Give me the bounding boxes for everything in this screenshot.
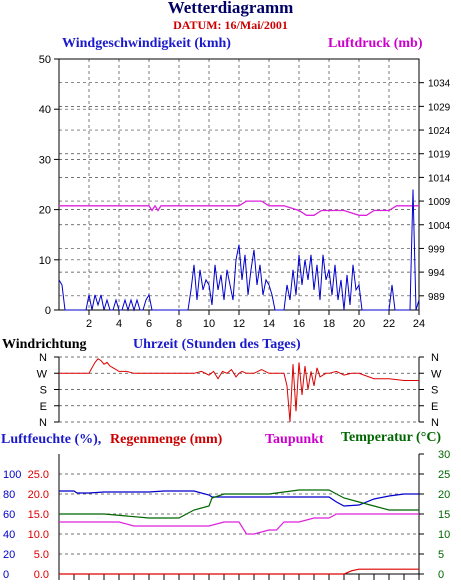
tick-label-direction: N: [431, 352, 439, 364]
dewpoint-line: [59, 513, 419, 535]
plot-frame-wind: [58, 58, 420, 311]
tick-label-temperature: 15: [438, 509, 450, 521]
tick-label-hour: 18: [323, 318, 335, 330]
tick-label-humidity: 100: [3, 469, 21, 481]
tick-label-direction: S: [431, 385, 438, 397]
tick-label-temperature: 30: [438, 449, 450, 461]
dewpoint-label: Taupunkt: [265, 432, 324, 447]
hours-axis-label: Uhrzeit (Stunden des Tages): [133, 337, 301, 352]
tick-label-hour: 12: [233, 318, 245, 330]
humidity-line: [59, 490, 419, 507]
tick-label-pressure: 1029: [428, 102, 451, 113]
tick-label-rain: 5.0: [34, 549, 49, 561]
tick-label-hour: 2: [86, 318, 92, 330]
tick-label-direction: W: [37, 368, 48, 380]
tick-label-wind: 40: [39, 104, 51, 116]
tick-label-rain: 15.0: [28, 509, 49, 521]
tick-label-pressure: 1004: [428, 221, 451, 232]
rain-label: Regenmenge (mm): [110, 432, 223, 447]
humidity-label: Luftfeuchte (%),: [1, 432, 102, 447]
tick-label-pressure: 999: [428, 244, 445, 255]
tick-label-wind: 50: [39, 54, 51, 66]
tick-label-hour: 16: [293, 318, 305, 330]
tick-label-rain: 25.0: [28, 469, 49, 481]
tick-label-humidity: 0: [3, 569, 9, 581]
tick-label-temperature: 0: [438, 569, 444, 581]
pressure-line: [59, 200, 419, 216]
tick-label-wind: 30: [39, 154, 51, 166]
tick-label-wind: 0: [45, 305, 51, 317]
tick-label-pressure: 1009: [428, 197, 451, 208]
tick-label-humidity: 20: [3, 549, 15, 561]
tick-label-hour: 24: [413, 318, 425, 330]
temperature-label: Temperatur (°C): [341, 430, 442, 445]
tick-label-humidity: 40: [3, 529, 15, 541]
tick-label-temperature: 10: [438, 529, 450, 541]
tick-label-pressure: 989: [428, 292, 445, 303]
tick-label-pressure: 994: [428, 268, 445, 279]
wind-speed-label: Windgeschwindigkeit (kmh): [62, 36, 231, 51]
tick-label-wind: 20: [39, 205, 51, 217]
rain-line: [59, 568, 419, 575]
chart-title: Wetterdiagramm: [167, 0, 294, 17]
tick-label-rain: 0.0: [34, 569, 49, 581]
tick-label-pressure: 1024: [428, 126, 451, 137]
wind-speed-line: [58, 189, 420, 312]
tick-label-temperature: 5: [438, 549, 444, 561]
tick-label-direction: N: [39, 352, 47, 364]
tick-label-hour: 10: [203, 318, 215, 330]
tick-label-rain: 10.0: [28, 529, 49, 541]
tick-label-direction: E: [431, 401, 438, 413]
tick-label-hour: 4: [116, 318, 122, 330]
tick-label-hour: 14: [263, 318, 275, 330]
pressure-label: Luftdruck (mb): [328, 36, 423, 51]
tick-label-hour: 20: [353, 318, 365, 330]
tick-label-hour: 8: [176, 318, 182, 330]
tick-label-direction: N: [39, 417, 47, 429]
wind-direction-label: Windrichtung: [2, 337, 87, 352]
tick-label-direction: S: [40, 385, 47, 397]
tick-label-direction: E: [40, 401, 47, 413]
tick-label-wind: 10: [39, 255, 51, 267]
tick-label-direction: N: [431, 417, 439, 429]
chart-date: DATUM: 16/Mai/2001: [173, 18, 288, 32]
tick-label-humidity: 60: [3, 509, 15, 521]
tick-label-pressure: 1019: [428, 150, 451, 161]
tick-label-temperature: 25: [438, 469, 450, 481]
temperature-line: [59, 489, 419, 519]
wind-direction-line: [59, 358, 419, 423]
tick-label-temperature: 20: [438, 489, 450, 501]
tick-label-pressure: 1034: [428, 79, 451, 90]
tick-label-pressure: 1014: [428, 173, 451, 184]
tick-label-rain: 20.0: [28, 489, 49, 501]
tick-label-humidity: 80: [3, 489, 15, 501]
tick-label-hour: 22: [383, 318, 395, 330]
tick-label-direction: W: [431, 368, 442, 380]
tick-label-hour: 6: [146, 318, 152, 330]
